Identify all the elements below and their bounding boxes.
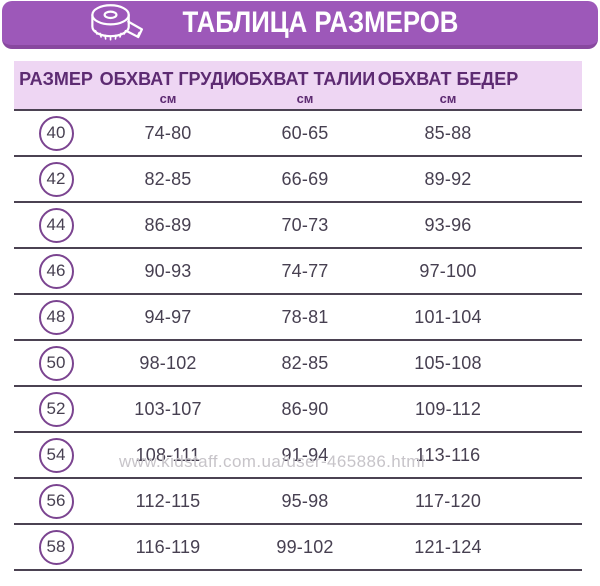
waist-value: 60-65	[281, 122, 329, 143]
column-header-unit: см	[159, 91, 177, 106]
size-badge: 48	[38, 299, 74, 335]
table-row: 44 86-89 70-73 93-96	[14, 203, 582, 249]
table-row: 40 74-80 60-65 85-88	[14, 111, 582, 157]
waist-value: 78-81	[281, 306, 329, 327]
column-header-chest: ОБХВАТ ГРУДИ см	[98, 61, 238, 109]
column-header-label: РАЗМЕР	[19, 69, 93, 89]
chest-value: 74-80	[144, 122, 192, 143]
column-header-label: ОБХВАТ БЕДЕР	[377, 69, 519, 89]
size-badge: 56	[38, 483, 74, 519]
column-header-label: ОБХВАТ ТАЛИИ	[234, 69, 376, 89]
waist-value: 66-69	[281, 168, 329, 189]
size-badge: 42	[38, 161, 74, 197]
size-table-body: 40 74-80 60-65 85-88 42 82-85 66-69 89-9…	[14, 111, 582, 571]
size-badge-value: 50	[46, 353, 66, 372]
hips-value: 113-116	[415, 444, 481, 465]
size-badge-value: 54	[46, 445, 66, 464]
column-header-unit: см	[439, 91, 457, 106]
size-badge: 54	[38, 437, 74, 473]
size-badge: 44	[38, 207, 74, 243]
size-badge-value: 42	[46, 169, 66, 188]
table-row: 56 112-115 95-98 117-120	[14, 479, 582, 525]
table-row: 54 108-111 91-94 113-116	[14, 433, 582, 479]
column-header-unit: см	[296, 91, 314, 106]
chest-value: 94-97	[144, 306, 192, 327]
column-header-size: РАЗМЕР	[14, 61, 98, 109]
size-table: РАЗМЕР ОБХВАТ ГРУДИ см ОБХВАТ ТАЛИИ см О…	[14, 61, 582, 571]
size-badge: 50	[38, 345, 74, 381]
waist-value: 70-73	[281, 214, 329, 235]
waist-value: 86-90	[281, 398, 329, 419]
table-row: 48 94-97 78-81 101-104	[14, 295, 582, 341]
size-badge-value: 44	[46, 215, 66, 234]
chest-value: 86-89	[144, 214, 192, 235]
hips-value: 105-108	[414, 352, 482, 373]
size-badge-value: 58	[46, 537, 66, 556]
size-badge-value: 40	[46, 123, 66, 142]
size-badge-value: 48	[46, 307, 66, 326]
page-title: ТАБЛИЦА РАЗМЕРОВ	[182, 6, 459, 39]
chest-value: 116-119	[135, 536, 201, 557]
hips-value: 121-124	[414, 536, 482, 557]
size-badge: 52	[38, 391, 74, 427]
measuring-tape-icon	[91, 4, 144, 41]
column-header-label: ОБХВАТ ГРУДИ	[99, 69, 237, 89]
column-header-spacer	[524, 61, 582, 109]
waist-value: 74-77	[281, 260, 329, 281]
waist-value: 91-94	[281, 444, 329, 465]
column-header-waist: ОБХВАТ ТАЛИИ см	[234, 61, 376, 109]
hips-value: 109-112	[414, 398, 482, 419]
size-badge: 46	[38, 253, 74, 289]
waist-value: 82-85	[281, 352, 329, 373]
chest-value: 98-102	[139, 352, 197, 373]
size-badge: 58	[38, 529, 74, 565]
table-row: 42 82-85 66-69 89-92	[14, 157, 582, 203]
hips-value: 101-104	[414, 306, 482, 327]
table-row: 58 116-119 99-102 121-124	[14, 525, 582, 571]
table-row: 50 98-102 82-85 105-108	[14, 341, 582, 387]
hips-value: 89-92	[424, 168, 472, 189]
column-header-hips: ОБХВАТ БЕДЕР см	[372, 61, 524, 109]
waist-value: 95-98	[281, 490, 329, 511]
hips-value: 93-96	[424, 214, 472, 235]
chest-value: 112-115	[135, 490, 201, 511]
hips-value: 97-100	[419, 260, 477, 281]
chest-value: 103-107	[134, 398, 202, 419]
hips-value: 117-120	[414, 490, 482, 511]
chest-value: 108-111	[135, 444, 201, 465]
chest-value: 90-93	[144, 260, 192, 281]
title-banner: ТАБЛИЦА РАЗМЕРОВ	[2, 1, 598, 49]
chest-value: 82-85	[144, 168, 192, 189]
size-badge: 40	[38, 115, 74, 151]
size-badge-value: 52	[46, 399, 66, 418]
size-badge-value: 46	[46, 261, 66, 280]
table-row: 46 90-93 74-77 97-100	[14, 249, 582, 295]
size-badge-value: 56	[46, 491, 66, 510]
waist-value: 99-102	[276, 536, 334, 557]
hips-value: 85-88	[424, 122, 472, 143]
table-row: 52 103-107 86-90 109-112	[14, 387, 582, 433]
table-header-row: РАЗМЕР ОБХВАТ ГРУДИ см ОБХВАТ ТАЛИИ см О…	[14, 61, 582, 111]
